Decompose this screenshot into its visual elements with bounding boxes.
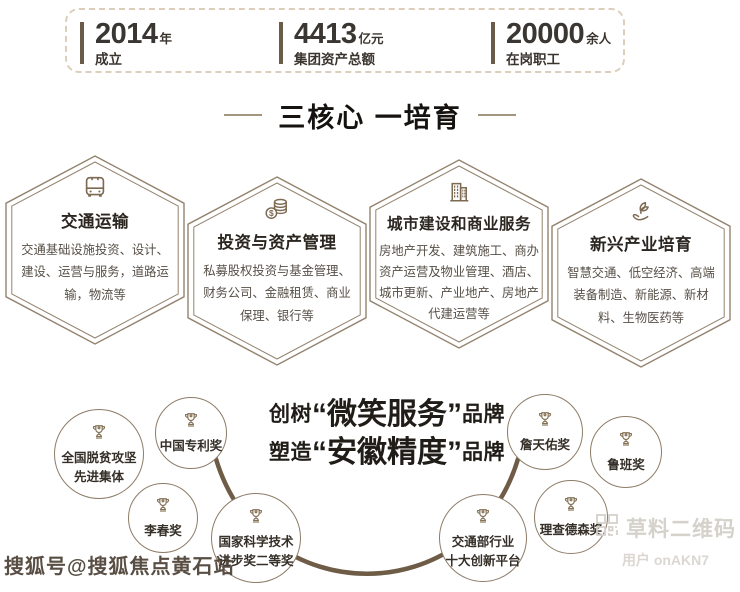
stat-founded: 2014 年 成立 <box>80 20 172 67</box>
qr-watermark-user: 用户 onAKN7 <box>621 552 710 568</box>
building-icon <box>377 176 541 208</box>
hexagon-outline <box>187 176 367 366</box>
award-circle-poverty-alleviation: 全国脱贫攻坚 先进集体 <box>54 409 144 499</box>
coins-icon: $ <box>195 193 359 225</box>
trophy-icon <box>246 506 266 531</box>
award-label: 全国脱贫攻坚 先进集体 <box>61 451 137 484</box>
stats-panel: 2014 年 成立 4413 亿元 集团资产总额 20000 余人 <box>65 8 625 73</box>
stat-unit: 年 <box>159 32 173 46</box>
award-circle-zhantianyou: 詹天佑奖 <box>507 394 583 470</box>
award-circle-national-science: 国家科学技术 进步奖二等奖 <box>211 493 301 583</box>
brand-slogan-line1: 创树 “微笑服务” 品牌 <box>232 398 542 431</box>
trophy-icon <box>561 494 581 519</box>
stat-employees: 20000 余人 在岗职工 <box>491 20 611 67</box>
slogan-highlight: “安徽精度” <box>312 436 462 469</box>
sohu-watermark: 搜狐号@搜狐焦点黄石站 <box>4 556 235 578</box>
trophy-icon <box>153 495 173 520</box>
slogan-prefix: 创树 <box>269 402 312 426</box>
slogan-suffix: 品牌 <box>462 402 505 426</box>
hexagon-emerging-industry: 新兴产业培育 智慧交通、低空经济、高端装备制造、新能源、新材料、生物医药等 <box>551 178 731 368</box>
stat-value: 2014 <box>95 18 158 50</box>
award-circle-transport-ministry: 交通部行业 十大创新平台 <box>439 494 527 582</box>
stat-value: 20000 <box>506 18 585 50</box>
hexagon-description: 房地产开发、建筑施工、商办资产运营及物业管理、酒店、城市更新、产业地产、房地产代… <box>379 244 539 321</box>
slogan-suffix: 品牌 <box>462 440 505 464</box>
hexagon-outline <box>551 178 731 368</box>
qr-watermark-brand: 草料二维码 <box>626 518 736 541</box>
award-circle-china-patent: 中国专利奖 <box>155 397 227 469</box>
title-rule-right <box>477 114 516 116</box>
stat-label: 集团资产总额 <box>294 52 375 67</box>
hexagon-description: 私募股权投资与基金管理、财务公司、金融租赁、商业保理、银行等 <box>203 264 351 323</box>
stat-label: 成立 <box>95 52 122 67</box>
hexagon-investment: $ 投资与资产管理 私募股权投资与基金管理、财务公司、金融租赁、商业保理、银行等 <box>187 176 367 366</box>
hexagon-transport: 交通运输 交通基础设施投资、设计、建设、运营与服务，道路运输，物流等 <box>5 155 185 345</box>
stat-divider-bar <box>279 22 283 64</box>
award-label: 李春奖 <box>144 524 182 539</box>
sprout-icon <box>559 195 723 227</box>
qr-code-icon <box>595 513 619 543</box>
hexagon-outline <box>5 155 185 345</box>
award-label: 交通部行业 十大创新平台 <box>445 535 521 568</box>
stat-divider-bar <box>491 22 495 64</box>
trophy-icon <box>616 429 636 454</box>
hexagon-title: 投资与资产管理 <box>217 234 337 252</box>
stat-unit: 亿元 <box>358 32 384 46</box>
slogan-highlight: “微笑服务” <box>312 398 462 431</box>
award-label: 国家科学技术 进步奖二等奖 <box>218 535 294 568</box>
slogan-prefix: 塑造 <box>269 440 312 464</box>
qr-watermark: 草料二维码 用户 onAKN7 <box>595 513 736 570</box>
section-title: 三核心 一培育 <box>278 102 462 133</box>
stat-unit: 余人 <box>586 32 612 46</box>
section-title-row: 三核心 一培育 <box>0 94 740 136</box>
trophy-icon <box>181 410 201 435</box>
hexagon-outline <box>369 159 549 349</box>
award-circle-luban: 鲁班奖 <box>590 416 662 488</box>
hexagon-description: 智慧交通、低空经济、高端装备制造、新能源、新材料、生物医药等 <box>567 266 715 325</box>
stat-assets: 4413 亿元 集团资产总额 <box>279 20 384 67</box>
stat-value: 4413 <box>294 18 357 50</box>
stat-divider-bar <box>80 22 84 64</box>
trophy-icon <box>89 422 109 447</box>
brand-slogan: 创树 “微笑服务” 品牌 塑造 “安徽精度” 品牌 <box>232 398 542 474</box>
hexagon-title: 城市建设和商业服务 <box>386 216 531 233</box>
trophy-icon <box>473 506 493 531</box>
award-circle-lichun: 李春奖 <box>128 483 198 553</box>
award-label: 詹天佑奖 <box>519 438 570 453</box>
bus-icon <box>13 172 177 204</box>
brand-slogan-line2: 塑造 “安徽精度” 品牌 <box>232 436 542 469</box>
trophy-icon <box>535 409 555 434</box>
svg-text:$: $ <box>269 208 274 218</box>
hexagon-title: 新兴产业培育 <box>590 236 692 254</box>
stat-label: 在岗职工 <box>506 52 560 67</box>
award-label: 鲁班奖 <box>607 458 645 473</box>
award-label: 理查德森奖 <box>539 523 603 538</box>
award-label: 中国专利奖 <box>159 439 223 454</box>
title-rule-left <box>224 114 263 116</box>
hexagon-city-services: 城市建设和商业服务 房地产开发、建筑施工、商办资产运营及物业管理、酒店、城市更新… <box>369 159 549 349</box>
hexagon-title: 交通运输 <box>61 213 129 231</box>
award-circle-richardson: 理查德森奖 <box>534 480 608 554</box>
hexagon-description: 交通基础设施投资、设计、建设、运营与服务，道路运输，物流等 <box>21 243 169 302</box>
